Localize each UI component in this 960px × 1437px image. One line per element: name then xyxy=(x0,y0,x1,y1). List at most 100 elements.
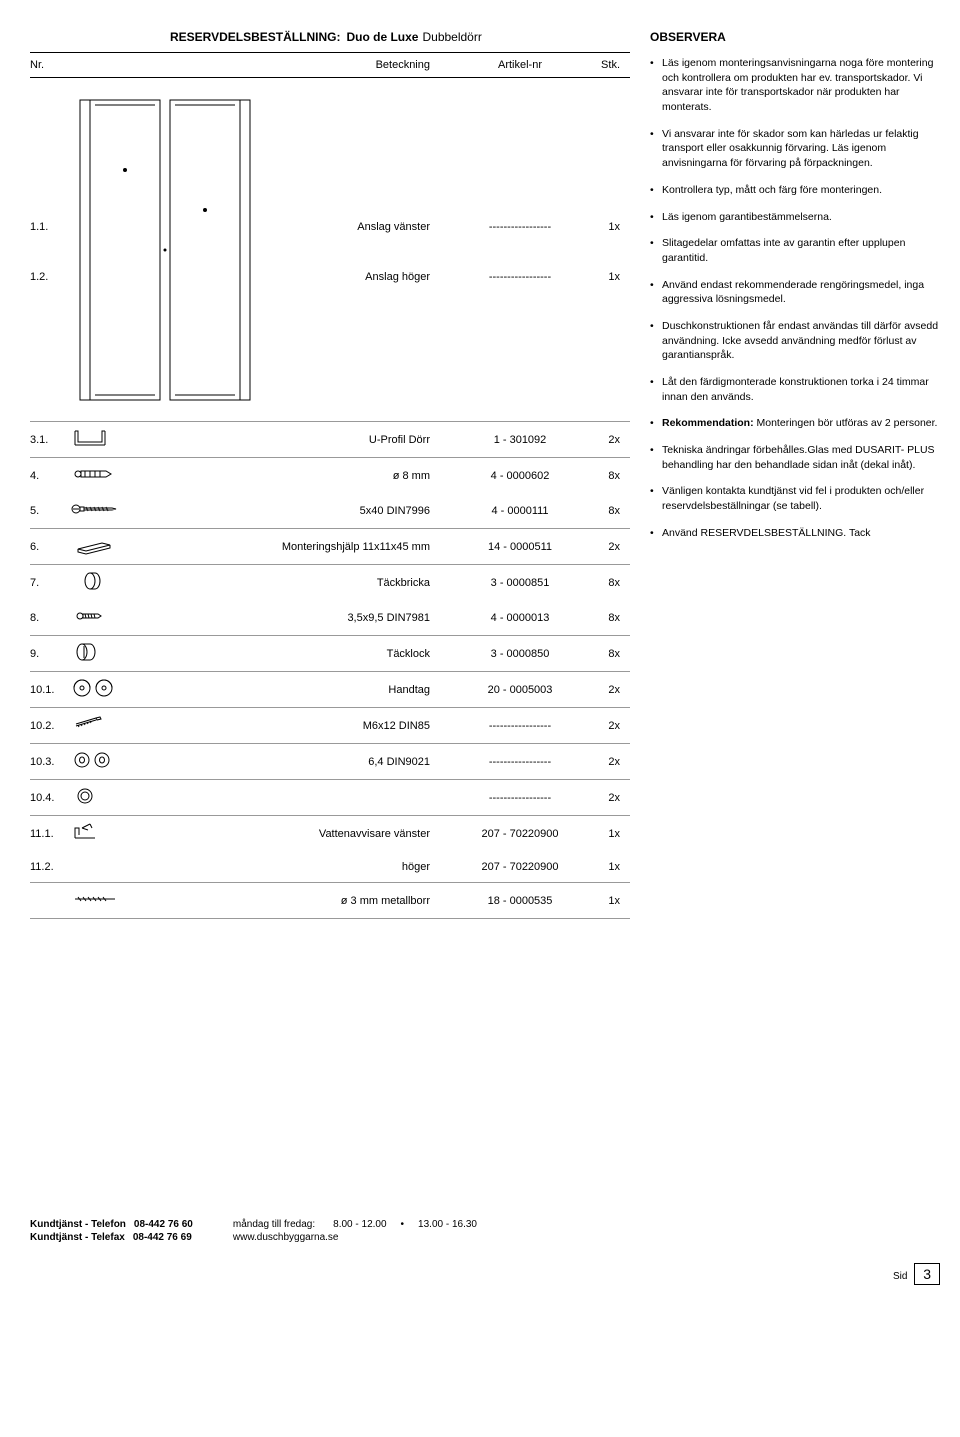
row-icon xyxy=(70,748,170,775)
row-icon xyxy=(70,784,170,811)
row-nr: 4. xyxy=(30,470,70,482)
row-name: Täcklock xyxy=(170,648,460,660)
table-row: 8.3,5x9,5 DIN79814 - 00000138x xyxy=(30,600,630,636)
footer-fax-label: Kundtjänst - Telefax xyxy=(30,1232,125,1243)
title-variant: Dubbeldörr xyxy=(422,30,481,44)
row-nr: 1.1. xyxy=(30,221,70,233)
parts-table: RESERVDELSBESTÄLLNING: Duo de Luxe Dubbe… xyxy=(30,30,630,919)
observe-panel: OBSERVERA Läs igenom monteringsanvisning… xyxy=(650,30,940,919)
table-row: 9.Täcklock3 - 00008508x xyxy=(30,636,630,672)
row-icon xyxy=(70,887,170,914)
row-stk: 8x xyxy=(580,612,630,624)
row-art: ----------------- xyxy=(460,271,580,283)
row-name: 6,4 DIN9021 xyxy=(170,756,460,768)
row-icon xyxy=(70,712,170,739)
row-stk: 2x xyxy=(580,684,630,696)
row-nr: 10.4. xyxy=(30,792,70,804)
row-nr: 7. xyxy=(30,577,70,589)
row-art: 4 - 0000111 xyxy=(460,505,580,517)
observe-item: Läs igenom garantibestämmelserna. xyxy=(650,210,940,225)
doors-row: 1.1. 1.2. xyxy=(30,82,630,422)
observe-item: Rekommendation: Monteringen bör utföras … xyxy=(650,416,940,431)
row-art: 14 - 0000511 xyxy=(460,541,580,553)
observe-item: Vi ansvarar inte för skador som kan härl… xyxy=(650,127,940,171)
row-stk: 1x xyxy=(580,895,630,907)
table-row: 10.1.Handtag20 - 00050032x xyxy=(30,672,630,708)
footer-fax: 08-442 76 69 xyxy=(133,1232,192,1243)
row-nr: 6. xyxy=(30,541,70,553)
header-nr: Nr. xyxy=(30,59,70,71)
table-row: 4.ø 8 mm4 - 00006028x xyxy=(30,458,630,493)
footer-hours1: 8.00 - 12.00 xyxy=(333,1219,386,1230)
footer-hours-label: måndag till fredag: xyxy=(233,1219,315,1230)
table-row: 6. Monteringshjälp 11x11x45 mm14 - 000051… xyxy=(30,529,630,565)
header-art: Artikel-nr xyxy=(460,59,580,71)
doors-icon xyxy=(70,90,260,410)
footer-url: www.duschbyggarna.se xyxy=(233,1232,339,1243)
table-row: 5.5x40 DIN79964 - 00001118x xyxy=(30,493,630,529)
row-art: 207 - 70220900 xyxy=(460,861,580,873)
row-nr: 5. xyxy=(30,505,70,517)
row-icon xyxy=(70,426,170,453)
row-stk: 1x xyxy=(580,271,630,283)
observe-item: Använd RESERVDELSBESTÄLLNING. Tack xyxy=(650,526,940,541)
row-stk: 1x xyxy=(580,861,630,873)
row-icon xyxy=(70,604,170,631)
row-stk: 2x xyxy=(580,720,630,732)
row-art: ----------------- xyxy=(460,720,580,732)
title-product: Duo de Luxe xyxy=(346,30,418,44)
row-name: U-Profil Dörr xyxy=(170,434,460,446)
observe-item: Läs igenom monteringsanvisningarna noga … xyxy=(650,56,940,115)
table-row: 7. Täckbricka3 - 00008518x xyxy=(30,565,630,600)
row-art: 4 - 0000013 xyxy=(460,612,580,624)
row-icon xyxy=(70,640,170,667)
row-stk: 1x xyxy=(580,221,630,233)
row-art: ----------------- xyxy=(460,756,580,768)
row-art: ----------------- xyxy=(460,221,580,233)
footer-hours-sep: • xyxy=(401,1219,405,1230)
observe-title: OBSERVERA xyxy=(650,30,940,44)
row-name: ø 8 mm xyxy=(170,470,460,482)
table-row: ø 3 mm metallborr18 - 00005351x xyxy=(30,883,630,919)
observe-list: Läs igenom monteringsanvisningarna noga … xyxy=(650,56,940,541)
row-stk: 2x xyxy=(580,434,630,446)
footer-hours2: 13.00 - 16.30 xyxy=(418,1219,477,1230)
row-icon xyxy=(70,676,170,703)
row-name: ø 3 mm metallborr xyxy=(170,895,460,907)
observe-item: Låt den färdigmonterade konstruktionen t… xyxy=(650,375,940,404)
table-row: 3.1.U-Profil Dörr1 - 3010922x xyxy=(30,422,630,458)
row-nr: 11.2. xyxy=(30,861,70,873)
row-stk: 8x xyxy=(580,577,630,589)
observe-item: Tekniska ändringar förbehålles.Glas med … xyxy=(650,443,940,472)
observe-item: Vänligen kontakta kundtjänst vid fel i p… xyxy=(650,484,940,513)
table-row: 11.1.Vattenavvisare vänster207 - 7022090… xyxy=(30,816,630,851)
row-stk: 2x xyxy=(580,792,630,804)
table-row: 10.4.-----------------2x xyxy=(30,780,630,816)
observe-item: Använd endast rekommenderade rengöringsm… xyxy=(650,278,940,307)
row-art: 1 - 301092 xyxy=(460,434,580,446)
row-icon xyxy=(70,533,170,560)
row-art: 4 - 0000602 xyxy=(460,470,580,482)
observe-item: Duschkonstruktionen får endast användas … xyxy=(650,319,940,363)
page-nr-value: 3 xyxy=(914,1263,940,1285)
row-icon xyxy=(70,820,170,847)
footer-tel: 08-442 76 60 xyxy=(134,1219,193,1230)
row-art: 3 - 0000851 xyxy=(460,577,580,589)
row-art: 20 - 0005003 xyxy=(460,684,580,696)
row-stk: 1x xyxy=(580,828,630,840)
row-name: M6x12 DIN85 xyxy=(170,720,460,732)
row-name: Vattenavvisare vänster xyxy=(170,828,460,840)
row-stk: 2x xyxy=(580,756,630,768)
table-row: 11.2.höger207 - 702209001x xyxy=(30,851,630,883)
row-name: Monteringshjälp 11x11x45 mm xyxy=(170,541,460,553)
header-name: Beteckning xyxy=(170,59,460,71)
page-label: Sid xyxy=(893,1271,907,1282)
page-number: Sid 3 xyxy=(30,1263,940,1285)
row-icon xyxy=(70,497,170,524)
row-name: Täckbricka xyxy=(170,577,460,589)
row-stk: 8x xyxy=(580,648,630,660)
row-name: Anslag vänster xyxy=(270,221,460,233)
row-stk: 2x xyxy=(580,541,630,553)
row-nr: 10.2. xyxy=(30,720,70,732)
header-stk: Stk. xyxy=(580,59,630,71)
